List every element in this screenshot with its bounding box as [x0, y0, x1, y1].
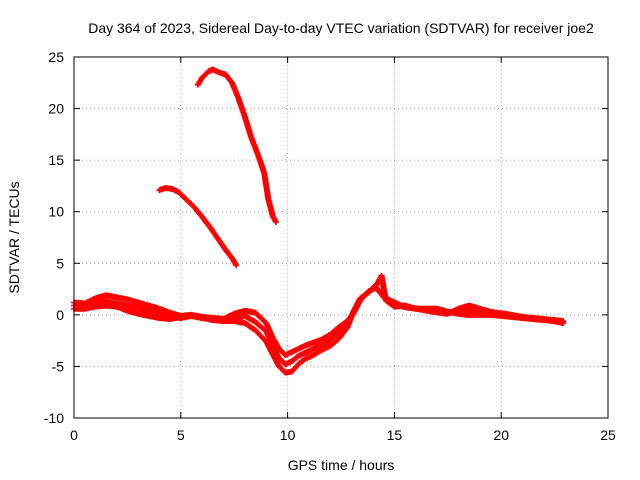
x-axis-label: GPS time / hours — [288, 457, 395, 473]
y-tick-label: 20 — [48, 101, 64, 117]
series-markers — [156, 185, 240, 269]
series-arc-mid — [156, 185, 240, 269]
axis-ticks: 0 5 10 15 20 25 -10 -5 0 5 10 15 20 25 — [44, 49, 616, 443]
grid-lines — [74, 57, 608, 418]
y-tick-label: 15 — [48, 152, 64, 168]
series-arc-high — [194, 66, 279, 225]
series-markers — [194, 66, 279, 225]
x-tick-label: 10 — [280, 427, 296, 443]
y-axis-label: SDTVAR / TECUs — [6, 181, 22, 293]
chart-title: Day 364 of 2023, Sidereal Day-to-day VTE… — [88, 20, 594, 36]
y-tick-label: 0 — [56, 307, 64, 323]
y-tick-label: -10 — [44, 410, 64, 426]
y-tick-label: 5 — [56, 255, 64, 271]
y-tick-label: 25 — [48, 49, 64, 65]
series-markers — [71, 272, 567, 376]
x-tick-label: 25 — [600, 427, 616, 443]
series-markers — [71, 283, 567, 368]
x-tick-label: 15 — [387, 427, 403, 443]
x-tick-label: 0 — [70, 427, 78, 443]
plot-area — [71, 66, 567, 376]
x-tick-label: 5 — [177, 427, 185, 443]
x-tick-label: 20 — [493, 427, 509, 443]
series-band-2 — [71, 272, 567, 376]
plot-frame — [73, 56, 609, 419]
series-band-3 — [71, 283, 567, 368]
y-tick-label: -5 — [52, 358, 65, 374]
y-tick-label: 10 — [48, 204, 64, 220]
